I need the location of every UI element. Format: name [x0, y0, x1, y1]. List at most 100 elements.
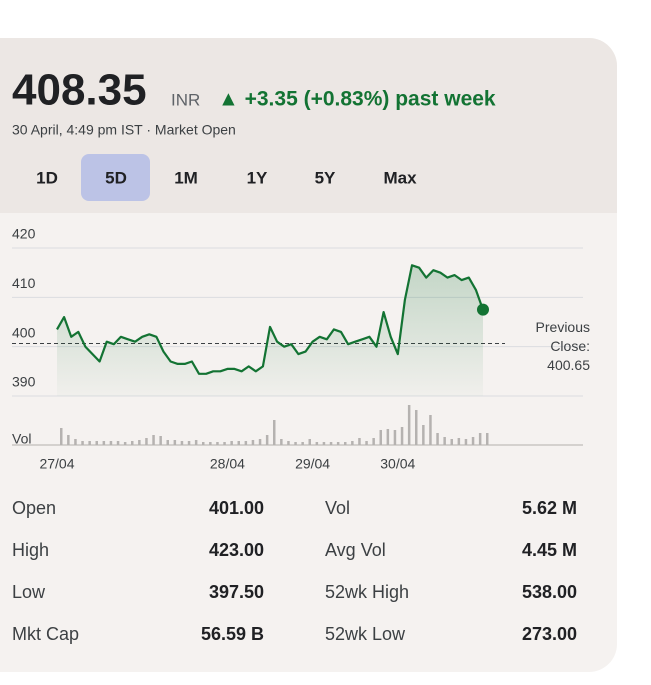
volume-bar	[209, 442, 212, 445]
volume-label: Vol	[12, 431, 31, 447]
stat-label: 52wk Low	[325, 624, 406, 644]
volume-bar	[273, 420, 276, 445]
volume-bar	[116, 441, 120, 445]
volume-bar	[244, 441, 248, 445]
volume-bar	[301, 442, 304, 445]
volume-bar	[123, 442, 127, 445]
x-tick-label: 29/04	[295, 456, 330, 472]
volume-bar	[265, 435, 269, 445]
volume-bar	[230, 441, 233, 445]
volume-bar	[145, 438, 148, 445]
volume-bar	[443, 437, 446, 445]
volume-bar	[322, 442, 326, 445]
range-tab[interactable]: Max	[383, 168, 417, 187]
volume-bar	[336, 442, 340, 445]
volume-bar	[393, 430, 397, 445]
x-tick-label: 28/04	[210, 456, 245, 472]
volume-bar	[450, 439, 453, 445]
volume-bar	[109, 441, 113, 445]
range-tab[interactable]: 1M	[174, 168, 198, 187]
price-chart: 390 400 410 420 Vol 27/04 28/04 29/04 30/04	[12, 226, 583, 472]
volume-bar	[251, 440, 255, 445]
stat-label: 52wk High	[325, 582, 409, 602]
volume-bar	[216, 442, 219, 445]
previous-close: Previous Close: 400.65	[518, 318, 590, 375]
range-tab[interactable]: 5Y	[315, 168, 336, 187]
volume-bar	[386, 429, 390, 445]
stat-value: 5.62 M	[522, 498, 577, 518]
y-tick-label: 420	[12, 226, 36, 242]
volume-bar	[294, 442, 297, 445]
y-tick-label: 400	[12, 324, 36, 340]
volume-bar	[464, 439, 468, 445]
volume-bar	[315, 442, 319, 445]
volume-bar	[436, 433, 439, 445]
volume-bar	[67, 435, 70, 445]
volume-bar	[400, 427, 404, 445]
volume-bar	[131, 441, 134, 445]
volume-bar	[471, 437, 475, 445]
volume-bar	[280, 439, 283, 445]
volume-bar	[194, 440, 198, 445]
volume-bar	[60, 428, 63, 445]
volume-bar	[159, 436, 162, 445]
volume-bar	[308, 439, 311, 445]
volume-bar	[457, 438, 461, 445]
stat-value: 423.00	[209, 540, 264, 560]
volume-bar	[166, 440, 169, 445]
volume-bar	[365, 441, 368, 445]
volume-bar	[358, 438, 361, 445]
stat-label: Avg Vol	[325, 540, 386, 560]
stat-label: High	[12, 540, 49, 560]
stat-value: 56.59 B	[201, 624, 264, 644]
volume-bar	[379, 430, 382, 445]
stat-value: 538.00	[522, 582, 577, 602]
price-change: ▲ +3.35 (+0.83%) past week	[218, 88, 496, 111]
stat-value: 273.00	[522, 624, 577, 644]
currency: INR	[171, 90, 200, 109]
stat-label: Mkt Cap	[12, 624, 79, 644]
range-tabs: 1D 5D 1M 1Y 5Y Max	[36, 154, 417, 201]
volume-bar	[74, 439, 77, 445]
volume-bar	[102, 441, 106, 445]
previous-close-value: 400.65	[547, 357, 590, 373]
volume-bar	[95, 441, 98, 445]
volume-bar	[429, 415, 432, 445]
volume-bar	[88, 441, 91, 445]
stat-value: 4.45 M	[522, 540, 577, 560]
stat-value: 397.50	[209, 582, 264, 602]
volume-bar	[329, 442, 333, 445]
range-tab[interactable]: 1D	[36, 168, 58, 187]
volume-bar	[258, 439, 262, 445]
stat-label: Vol	[325, 498, 350, 518]
stats-table: Open 401.00 Vol 5.62 M High 423.00 Avg Vol 4.45…	[12, 498, 577, 644]
volume-bar	[180, 441, 184, 445]
range-tab[interactable]: 5D	[105, 168, 127, 187]
x-tick-label: 30/04	[380, 456, 415, 472]
previous-close-label: Previous Close:	[535, 319, 590, 354]
stat-label: Open	[12, 498, 56, 518]
y-tick-label: 410	[12, 275, 36, 291]
volume-bar	[223, 442, 226, 445]
tab-selected-bg	[81, 154, 150, 201]
volume-bar	[351, 441, 354, 445]
volume-bar	[187, 441, 191, 445]
price: 408.35	[12, 66, 147, 115]
stat-value: 401.00	[209, 498, 264, 518]
x-tick-label: 27/04	[39, 456, 74, 472]
y-tick-label: 390	[12, 374, 36, 390]
volume-bar	[237, 441, 240, 445]
volume-bar	[152, 435, 155, 445]
range-tab[interactable]: 1Y	[247, 168, 268, 187]
volume-bar	[344, 442, 347, 445]
volume-bar	[407, 405, 411, 445]
price-line	[56, 264, 485, 375]
volume-bar	[372, 438, 375, 445]
volume-bar	[173, 440, 177, 445]
volume-bar	[138, 440, 141, 445]
volume-bar	[422, 425, 425, 445]
last-point	[477, 303, 489, 316]
volume-bar	[81, 441, 84, 445]
